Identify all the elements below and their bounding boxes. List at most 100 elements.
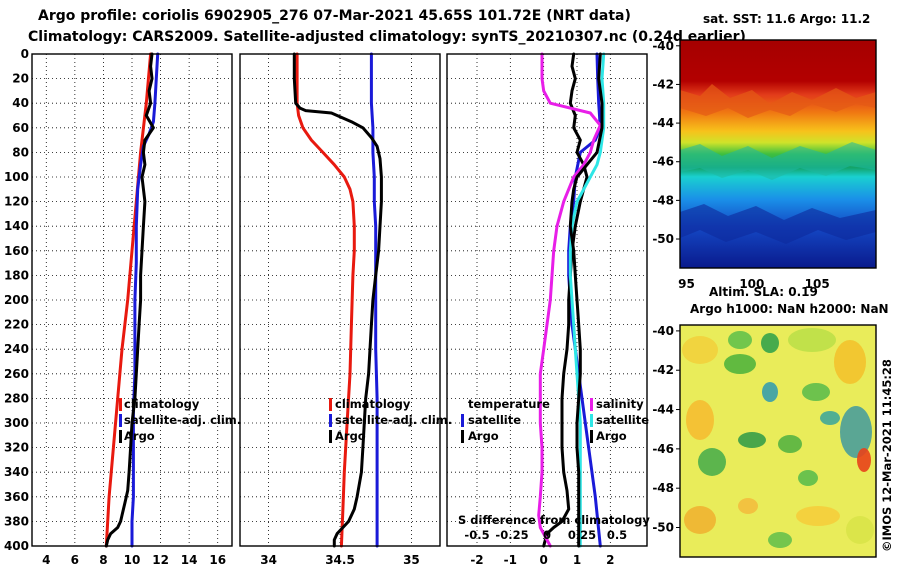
sla-y-ticks: -40 -42 -44 -46 -48 -50 — [652, 324, 680, 535]
sla-map-title: Altim. SLA: 0.19 — [709, 285, 818, 299]
map-x-tick-label: 105 — [805, 277, 830, 291]
legend-label-satellite: satellite-adj. clim. — [124, 413, 241, 427]
depth-tick-label: 340 — [4, 465, 29, 479]
map-y-tick-label: -44 — [652, 403, 674, 417]
legend-label-argo: Argo — [335, 429, 366, 443]
legend-swatch-temp-satellite — [461, 414, 464, 427]
sst-map: -40 -42 -44 -46 -48 -50 95 100 105 — [652, 39, 877, 291]
legend-label-argo: Argo — [124, 429, 155, 443]
sst-map-frame — [679, 39, 877, 269]
sst-map-title: sat. SST: 11.6 Argo: 11.2 — [703, 12, 870, 26]
depth-tick-label: 360 — [4, 490, 29, 504]
series-line-salinity — [537, 52, 602, 548]
legend-label-sal-argo: Argo — [596, 429, 627, 443]
secondary-tick-label: 0 — [543, 528, 551, 542]
x-tick-label: 1 — [573, 553, 581, 567]
panel-frame — [31, 53, 233, 547]
x-tick-label: 2 — [606, 553, 614, 567]
series-line-argo — [292, 52, 383, 548]
s-difference-ticks: -0.5 -0.25 0 0.25 0.5 — [464, 528, 627, 542]
depth-tick-label: 160 — [4, 244, 29, 258]
map-x-tick-label: 95 — [678, 277, 695, 291]
salinity-legend: climatology satellite-adj. clim. Argo — [329, 397, 452, 443]
map-y-tick-label: -42 — [652, 77, 674, 91]
secondary-tick-label: 0.5 — [607, 528, 627, 542]
depth-tick-label: 240 — [4, 342, 29, 356]
depth-tick-label: 120 — [4, 195, 29, 209]
x-tick-label: 12 — [152, 553, 169, 567]
legend-swatch-satellite — [329, 414, 332, 427]
depth-tick-label: 300 — [4, 416, 29, 430]
map-y-tick-label: -48 — [652, 193, 674, 207]
map-y-tick-label: -46 — [652, 155, 674, 169]
depth-tick-label: 280 — [4, 391, 29, 405]
panel-frame — [239, 53, 441, 547]
sla-map-frame — [679, 324, 877, 558]
series-line-salinity-argo — [568, 52, 604, 548]
sst-y-ticks: -40 -42 -44 -46 -48 -50 — [652, 39, 680, 246]
x-tick-label: -1 — [504, 553, 517, 567]
depth-tick-label: 200 — [4, 293, 29, 307]
depth-tick-label: 40 — [12, 96, 29, 110]
legend-label-temp-satellite: satellite — [468, 413, 521, 427]
legend-swatch-sal-argo — [590, 430, 593, 443]
x-tick-label: 35 — [403, 553, 420, 567]
sla-map-subtitle: Argo h1000: NaN h2000: NaN — [690, 302, 889, 316]
depth-tick-label: 380 — [4, 514, 29, 528]
legend-label-sal-satellite: satellite — [596, 413, 649, 427]
sla-anomaly-blobs — [682, 328, 874, 548]
depth-tick-label: 60 — [12, 121, 29, 135]
map-y-tick-label: -40 — [652, 324, 674, 338]
depth-tick-label: 320 — [4, 441, 29, 455]
legend-swatch-argo — [119, 430, 122, 443]
depth-tick-label: 0 — [21, 47, 29, 61]
map-y-tick-label: -48 — [652, 481, 674, 495]
legend-label-satellite: satellite-adj. clim. — [335, 413, 452, 427]
series-line-salinity-satellite — [568, 52, 606, 548]
salinity-panel: 34 34.5 35 — [239, 52, 441, 567]
x-tick-label: 34 — [260, 553, 277, 567]
depth-tick-label: 80 — [12, 145, 29, 159]
legend-swatch-salinity — [590, 398, 593, 411]
depth-tick-label: 140 — [4, 219, 29, 233]
legend-swatch-climatology — [329, 398, 332, 411]
sst-front-green — [680, 142, 876, 180]
map-y-tick-label: -46 — [652, 442, 674, 456]
x-tick-label: 34.5 — [325, 553, 355, 567]
sst-x-ticks: 95 100 105 — [678, 277, 830, 291]
legend-label-climatology: climatology — [124, 397, 200, 411]
sst-front-orange — [680, 84, 876, 118]
x-tick-label: 16 — [209, 553, 226, 567]
series-line-satellite-adj-clim- — [369, 52, 379, 548]
map-y-tick-label: -44 — [652, 116, 674, 130]
legend-label-climatology: climatology — [335, 397, 411, 411]
map-x-tick-label: 100 — [739, 277, 764, 291]
series-line-argo — [104, 52, 155, 548]
imos-credit: ©IMOS 12-Mar-2021 11:45:28 — [880, 359, 894, 552]
map-y-tick-label: -50 — [652, 521, 674, 535]
sst-front-blue — [680, 204, 876, 244]
legend-swatch-temp-argo — [461, 430, 464, 443]
x-tick-label: 10 — [124, 553, 141, 567]
x-tick-label: 8 — [99, 553, 107, 567]
depth-tick-label: 100 — [4, 170, 29, 184]
map-y-tick-label: -42 — [652, 363, 674, 377]
map-y-tick-label: -50 — [652, 232, 674, 246]
figure-title-line2: Climatology: CARS2009. Satellite-adjuste… — [28, 29, 746, 45]
sla-map: -40 -42 -44 -46 -48 -50 — [652, 324, 877, 558]
legend-swatch-satellite — [119, 414, 122, 427]
series-line-climatology — [104, 52, 153, 548]
x-tick-label: 0 — [539, 553, 547, 567]
panel-frame — [446, 53, 648, 547]
legend-label-temp-argo: Argo — [468, 429, 499, 443]
secondary-tick-label: 0.25 — [568, 528, 596, 542]
legend-label-salinity: salinity — [596, 397, 644, 411]
legend-swatch-sal-satellite — [590, 414, 593, 427]
x-tick-label: -2 — [470, 553, 483, 567]
map-y-tick-label: -40 — [652, 39, 674, 53]
anomaly-legend: temperature satellite Argo salinity sate… — [461, 397, 649, 443]
depth-tick-label: 220 — [4, 318, 29, 332]
figure-title-line1: Argo profile: coriolis 6902905_276 07-Ma… — [38, 8, 631, 24]
temperature-legend: climatology satellite-adj. clim. Argo — [119, 397, 241, 443]
